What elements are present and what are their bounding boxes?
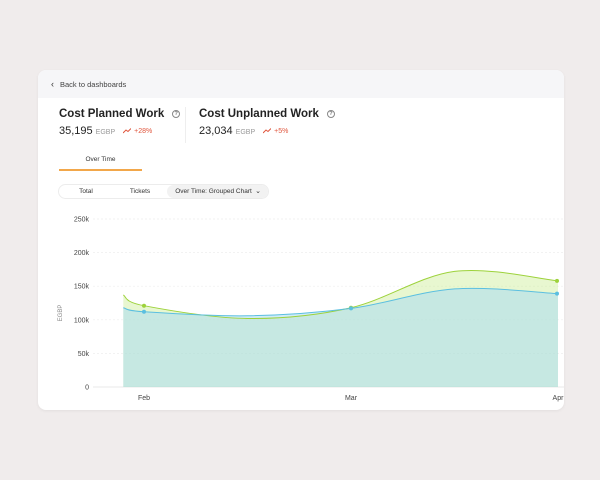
- data-point: [555, 278, 559, 283]
- tab-over-time[interactable]: Over Time: [59, 153, 142, 171]
- data-point: [142, 303, 146, 308]
- kpi-unit: EGBP: [95, 129, 116, 136]
- x-tick-label: Mar: [345, 395, 358, 402]
- kpi-change: +28%: [134, 127, 153, 135]
- back-nav[interactable]: ‹ Back to dashboards: [38, 70, 564, 98]
- y-axis-label: EGBP: [58, 305, 64, 322]
- kpi-cost-unplanned: Cost Unplanned Work ? 23,034 EGBP +5%: [199, 108, 335, 137]
- info-icon[interactable]: ?: [326, 110, 335, 118]
- series-area-1: [123, 288, 559, 387]
- kpi-value: 35,195: [59, 125, 93, 137]
- chart-points: [142, 278, 559, 314]
- view-tickets-button[interactable]: Tickets: [129, 188, 151, 195]
- x-tick-label: Apr: [553, 395, 564, 402]
- y-tick-label: 200k: [74, 250, 90, 257]
- kpi-title: Cost Planned Work: [59, 108, 165, 120]
- kpi-change: +5%: [274, 127, 289, 135]
- y-tick-label: 150k: [74, 284, 90, 291]
- dashboard-window: ‹ Back to dashboards Cost Planned Work ?…: [38, 70, 564, 410]
- y-tick-label: 100k: [74, 317, 90, 324]
- chart-areas: [123, 270, 559, 387]
- kpi-cost-planned: Cost Planned Work ? 35,195 EGBP +28%: [59, 108, 181, 137]
- x-tick-label: Feb: [138, 395, 150, 402]
- trend-up-icon: [123, 128, 132, 134]
- view-total-button[interactable]: Total: [79, 188, 93, 195]
- y-axis-ticks: 250k 200k 150k 100k 50k 0: [74, 217, 90, 392]
- y-tick-label: 250k: [74, 217, 90, 224]
- kpi-divider: [185, 107, 186, 143]
- data-point: [142, 309, 146, 314]
- kpi-value: 23,034: [199, 125, 233, 137]
- data-point: [555, 291, 559, 296]
- view-grouped-label: Over Time: Grouped Chart: [175, 188, 252, 195]
- y-tick-label: 50k: [78, 351, 90, 358]
- kpi-trend: +28%: [123, 128, 152, 135]
- kpi-unit: EGBP: [235, 129, 256, 136]
- y-tick-label: 0: [85, 385, 89, 392]
- data-point: [349, 306, 353, 311]
- view-selector: Total Tickets Over Time: Grouped Chart ⌄: [58, 184, 269, 199]
- kpi-title: Cost Unplanned Work: [199, 108, 319, 120]
- back-to-dashboards-link[interactable]: Back to dashboards: [60, 79, 127, 89]
- view-grouped-dropdown[interactable]: Over Time: Grouped Chart ⌄: [167, 185, 268, 198]
- chevron-left-icon: ‹: [51, 79, 54, 89]
- kpi-trend: +5%: [263, 128, 288, 135]
- trend-up-icon: [263, 128, 272, 134]
- chevron-down-icon: ⌄: [255, 188, 261, 195]
- x-axis-ticks: Feb Mar Apr: [138, 395, 564, 402]
- info-icon[interactable]: ?: [172, 110, 181, 118]
- cost-chart: 250k 200k 150k 100k 50k 0 Feb Mar Apr EGBP: [58, 217, 564, 402]
